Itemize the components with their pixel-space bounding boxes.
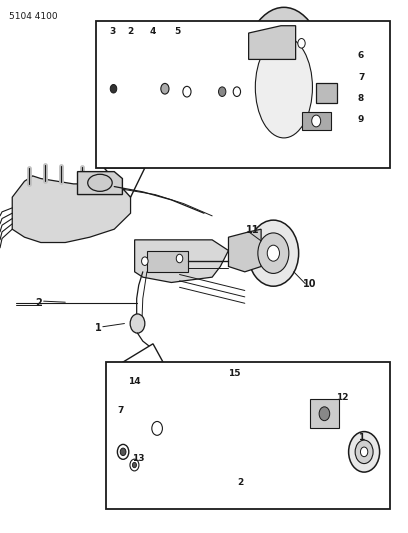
Circle shape [152,422,162,435]
Text: 4: 4 [150,28,156,36]
Polygon shape [78,172,122,195]
Circle shape [319,407,330,421]
Polygon shape [248,26,296,60]
Polygon shape [122,344,163,362]
Polygon shape [191,374,310,445]
Polygon shape [135,240,228,282]
Circle shape [183,86,191,97]
Text: 8: 8 [358,94,364,103]
Ellipse shape [239,7,329,167]
Text: 5: 5 [174,28,181,36]
Circle shape [130,459,139,471]
Circle shape [110,84,117,93]
Circle shape [219,87,226,96]
Text: 2: 2 [127,28,134,36]
Text: 5104 4100: 5104 4100 [9,12,58,21]
Circle shape [120,448,126,456]
Circle shape [130,314,145,333]
Circle shape [355,440,373,464]
Text: 7: 7 [117,406,124,415]
Circle shape [161,84,169,94]
Text: 3: 3 [109,28,115,36]
Ellipse shape [255,37,313,138]
Circle shape [258,233,289,273]
Text: 11: 11 [246,225,260,235]
Circle shape [132,462,136,468]
Circle shape [233,87,241,96]
Text: 10: 10 [303,279,317,288]
Circle shape [176,254,183,263]
Polygon shape [316,83,337,103]
Ellipse shape [88,174,112,191]
Circle shape [248,220,299,286]
Text: 13: 13 [133,454,145,463]
Polygon shape [228,229,261,272]
Text: 12: 12 [337,393,349,401]
Polygon shape [310,399,339,429]
Polygon shape [12,176,131,243]
Circle shape [298,38,305,48]
FancyBboxPatch shape [106,362,390,509]
Polygon shape [302,112,331,130]
Text: 15: 15 [228,369,241,377]
Text: 2: 2 [35,298,42,308]
Polygon shape [147,251,188,272]
Circle shape [312,115,321,127]
Text: 7: 7 [358,73,364,82]
Circle shape [267,245,279,261]
Text: 1: 1 [358,433,364,441]
Text: 6: 6 [358,52,364,60]
Circle shape [156,117,174,140]
Circle shape [263,38,270,48]
Text: 14: 14 [129,377,141,385]
FancyBboxPatch shape [96,21,390,168]
Circle shape [118,445,129,459]
Polygon shape [134,77,143,100]
Text: 1: 1 [95,323,101,333]
Polygon shape [178,77,196,103]
Text: 9: 9 [358,116,364,124]
Polygon shape [104,168,145,197]
Text: 2: 2 [237,478,244,487]
Circle shape [360,447,368,457]
Circle shape [142,257,148,265]
Circle shape [348,432,379,472]
